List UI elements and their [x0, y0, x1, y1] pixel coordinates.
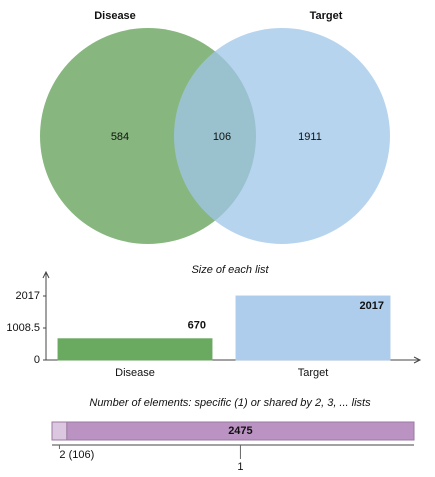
segment [66, 421, 415, 441]
x-tick-label: Target [298, 367, 329, 379]
category-label: 2 (106) [59, 449, 94, 461]
y-tick-label: 2017 [16, 290, 40, 302]
bar [235, 295, 391, 361]
value-label: 670 [188, 320, 206, 332]
stack-title: Number of elements: specific (1) or shar… [89, 397, 371, 409]
value-label: 2017 [360, 300, 384, 312]
segment [51, 421, 68, 441]
venn-circle [174, 28, 390, 244]
x-tick-label: Disease [115, 367, 155, 379]
y-tick-label: 0 [34, 354, 40, 366]
bar-axes [42, 270, 422, 364]
bar [57, 338, 213, 361]
set-name: Target [310, 10, 343, 22]
y-tick-label: 1008.5 [6, 322, 40, 334]
category-label: 1 [237, 461, 243, 473]
set-name: Disease [94, 10, 136, 22]
bar-title: Size of each list [191, 264, 269, 276]
segment-label: 2475 [228, 425, 252, 437]
region-count: 584 [111, 131, 129, 143]
region-count: 106 [213, 131, 231, 143]
region-count: 1911 [298, 131, 322, 143]
